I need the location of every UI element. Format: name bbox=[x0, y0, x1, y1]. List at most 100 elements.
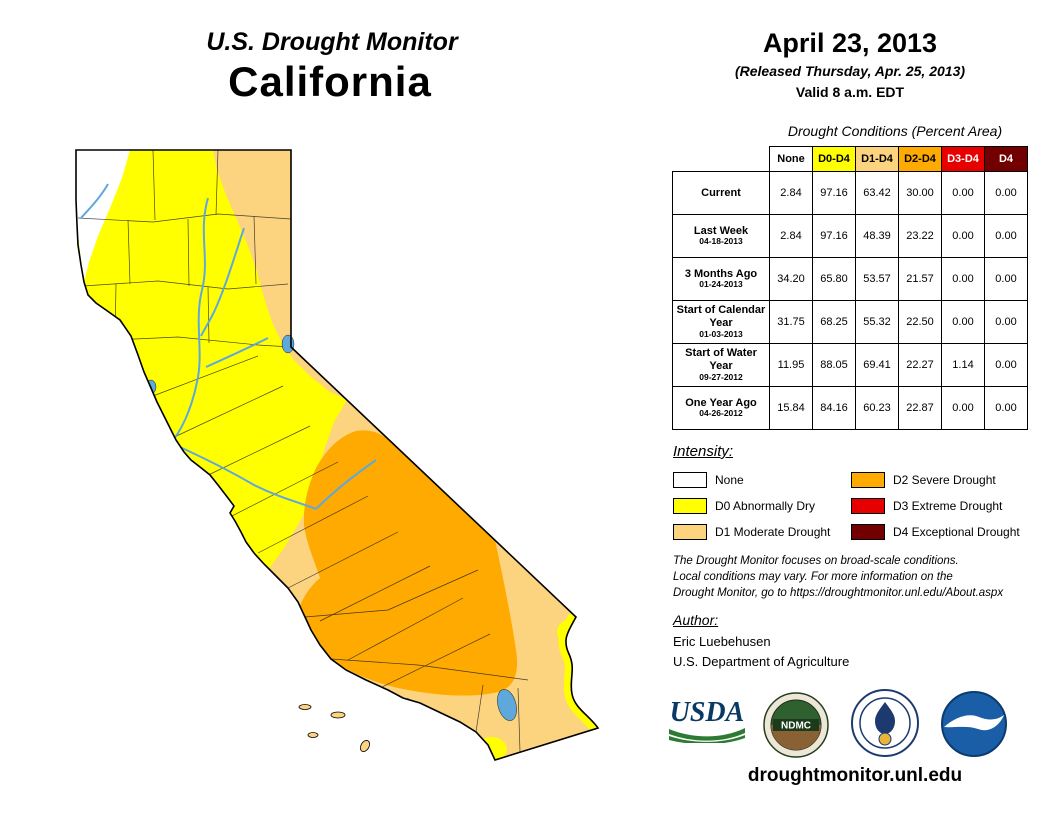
row-label-text: Start of Calendar Year bbox=[676, 304, 766, 330]
col-header-d2-d4: D2-D4 bbox=[898, 146, 942, 172]
table-row: Current 2.84 97.16 63.42 30.00 0.00 0.00 bbox=[672, 171, 1028, 215]
channel-islands bbox=[298, 704, 370, 752]
author-heading: Author: bbox=[673, 612, 719, 628]
state-outline bbox=[75, 149, 600, 761]
legend-item-d1: D1 Moderate Drought bbox=[673, 519, 851, 545]
cell: 31.75 bbox=[769, 300, 813, 344]
legend-item-d2: D2 Severe Drought bbox=[851, 467, 1020, 493]
cell: 15.84 bbox=[769, 386, 813, 430]
table-row: Last Week 04-18-2013 2.84 97.16 48.39 23.… bbox=[672, 214, 1028, 258]
cell: 0.00 bbox=[941, 386, 985, 430]
california-drought-map bbox=[75, 149, 600, 761]
table-corner-blank bbox=[673, 147, 770, 172]
cell: 55.32 bbox=[855, 300, 899, 344]
map-region-none-northwest bbox=[76, 150, 130, 282]
rivers bbox=[80, 183, 377, 510]
usda-swoosh-icon bbox=[669, 727, 745, 744]
legend-label: D4 Exceptional Drought bbox=[893, 525, 1020, 539]
row-label: One Year Ago 04-26-2012 bbox=[672, 386, 770, 430]
cell: 0.00 bbox=[941, 214, 985, 258]
map-date: April 23, 2013 bbox=[762, 28, 938, 58]
cell: 84.16 bbox=[812, 386, 856, 430]
col-header-d1-d4: D1-D4 bbox=[855, 146, 899, 172]
legend-swatch-d1 bbox=[673, 524, 707, 540]
usda-logo: USDA bbox=[664, 697, 750, 748]
cell: 97.16 bbox=[812, 214, 856, 258]
table-row: Start of Calendar Year 01-03-2013 31.75 6… bbox=[672, 300, 1028, 344]
table-row: 3 Months Ago 01-24-2013 34.20 65.80 53.57… bbox=[672, 257, 1028, 301]
cell: 2.84 bbox=[769, 171, 813, 215]
cell: 11.95 bbox=[769, 343, 813, 387]
valid-time: Valid 8 a.m. EDT bbox=[795, 84, 905, 100]
disclaimer: The Drought Monitor focuses on broad-sca… bbox=[673, 553, 1003, 601]
cell: 0.00 bbox=[941, 300, 985, 344]
cell: 34.20 bbox=[769, 257, 813, 301]
legend-label: D0 Abnormally Dry bbox=[715, 499, 816, 513]
cell: 0.00 bbox=[941, 257, 985, 301]
legend-label: D1 Moderate Drought bbox=[715, 525, 831, 539]
table-header-row: None D0-D4 D1-D4 D2-D4 D3-D4 D4 bbox=[673, 146, 1028, 172]
row-label-text: One Year Ago bbox=[685, 396, 757, 409]
legend-item-d0: D0 Abnormally Dry bbox=[673, 493, 851, 519]
legend-swatch-d4 bbox=[851, 524, 885, 540]
cell: 1.14 bbox=[941, 343, 985, 387]
legend-item-d3: D3 Extreme Drought bbox=[851, 493, 1020, 519]
cell: 0.00 bbox=[984, 343, 1028, 387]
legend-item-none: None bbox=[673, 467, 851, 493]
legend-swatch-none bbox=[673, 472, 707, 488]
row-label-text: Current bbox=[701, 186, 741, 199]
cell: 2.84 bbox=[769, 214, 813, 258]
ndmc-seal-icon: NDMC bbox=[763, 692, 829, 758]
cell: 0.00 bbox=[941, 171, 985, 215]
cell: 88.05 bbox=[812, 343, 856, 387]
drought-conditions-table: None D0-D4 D1-D4 D2-D4 D3-D4 D4 Current … bbox=[672, 146, 1028, 430]
cell: 63.42 bbox=[855, 171, 899, 215]
noaa-seal-icon bbox=[941, 691, 1007, 757]
salton-sea bbox=[497, 689, 517, 721]
legend-label: D3 Extreme Drought bbox=[893, 499, 1003, 513]
row-label: Last Week 04-18-2013 bbox=[672, 214, 770, 258]
author-name: Eric Luebehusen bbox=[673, 634, 771, 649]
cell: 22.50 bbox=[898, 300, 942, 344]
row-label: Start of Water Year 09-27-2012 bbox=[672, 343, 770, 387]
map-region-d2 bbox=[296, 430, 518, 696]
disclaimer-line: Local conditions may vary. For more info… bbox=[673, 571, 953, 584]
map-region-d0-southeast-patch bbox=[557, 618, 593, 646]
legend-item-d4: D4 Exceptional Drought bbox=[851, 519, 1020, 545]
county-lines bbox=[77, 150, 529, 756]
usda-logo-text: USDA bbox=[669, 697, 745, 728]
cell: 65.80 bbox=[812, 257, 856, 301]
released-date: (Released Thursday, Apr. 25, 2013) bbox=[734, 63, 966, 79]
map-region-d1-northeast bbox=[213, 150, 347, 400]
cell: 30.00 bbox=[898, 171, 942, 215]
legend-swatch-d0 bbox=[673, 498, 707, 514]
intensity-legend: None D0 Abnormally Dry D1 Moderate Droug… bbox=[673, 467, 1020, 545]
cell: 21.57 bbox=[898, 257, 942, 301]
noaa-logo bbox=[941, 691, 1007, 762]
legend-swatch-d3 bbox=[851, 498, 885, 514]
row-label-text: 3 Months Ago bbox=[684, 267, 758, 280]
legend-label: None bbox=[715, 473, 744, 487]
cell: 0.00 bbox=[984, 257, 1028, 301]
cell: 22.87 bbox=[898, 386, 942, 430]
row-label-date: 01-24-2013 bbox=[699, 279, 743, 290]
cell: 69.41 bbox=[855, 343, 899, 387]
cell: 97.16 bbox=[812, 171, 856, 215]
cell: 0.00 bbox=[984, 386, 1028, 430]
table-row: Start of Water Year 09-27-2012 11.95 88.0… bbox=[672, 343, 1028, 387]
commerce-seal-icon bbox=[851, 689, 919, 757]
cell: 0.00 bbox=[984, 171, 1028, 215]
row-label: Start of Calendar Year 01-03-2013 bbox=[672, 300, 770, 344]
page-title: U.S. Drought Monitor bbox=[206, 28, 458, 56]
legend-title: Intensity: bbox=[673, 443, 734, 460]
cell: 48.39 bbox=[855, 214, 899, 258]
cell: 60.23 bbox=[855, 386, 899, 430]
legend-label: D2 Severe Drought bbox=[893, 473, 996, 487]
lake-tahoe bbox=[281, 334, 295, 354]
cell: 0.00 bbox=[984, 300, 1028, 344]
table-row: One Year Ago 04-26-2012 15.84 84.16 60.23… bbox=[672, 386, 1028, 430]
row-label-text: Last Week bbox=[693, 224, 749, 237]
row-label-date: 09-27-2012 bbox=[699, 371, 743, 382]
row-label-date: 04-26-2012 bbox=[699, 408, 743, 419]
